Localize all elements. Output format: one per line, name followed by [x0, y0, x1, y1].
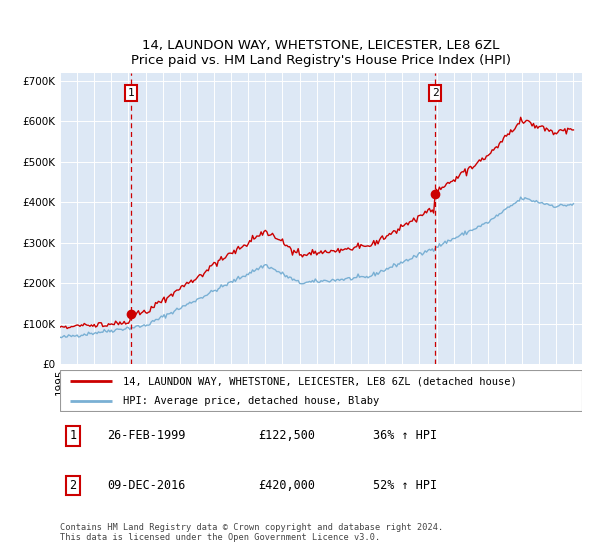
Text: 2: 2 — [70, 479, 77, 492]
FancyBboxPatch shape — [60, 371, 582, 411]
Text: Contains HM Land Registry data © Crown copyright and database right 2024.
This d: Contains HM Land Registry data © Crown c… — [60, 522, 443, 542]
Text: 09-DEC-2016: 09-DEC-2016 — [107, 479, 185, 492]
Text: 1: 1 — [128, 88, 134, 98]
Text: £122,500: £122,500 — [259, 430, 316, 442]
Text: 26-FEB-1999: 26-FEB-1999 — [107, 430, 185, 442]
Title: 14, LAUNDON WAY, WHETSTONE, LEICESTER, LE8 6ZL
Price paid vs. HM Land Registry's: 14, LAUNDON WAY, WHETSTONE, LEICESTER, L… — [131, 39, 511, 67]
Text: HPI: Average price, detached house, Blaby: HPI: Average price, detached house, Blab… — [122, 396, 379, 406]
Text: 36% ↑ HPI: 36% ↑ HPI — [373, 430, 437, 442]
Text: 2: 2 — [432, 88, 439, 98]
Text: 52% ↑ HPI: 52% ↑ HPI — [373, 479, 437, 492]
Text: £420,000: £420,000 — [259, 479, 316, 492]
Text: 1: 1 — [70, 430, 77, 442]
Text: 14, LAUNDON WAY, WHETSTONE, LEICESTER, LE8 6ZL (detached house): 14, LAUNDON WAY, WHETSTONE, LEICESTER, L… — [122, 376, 517, 386]
